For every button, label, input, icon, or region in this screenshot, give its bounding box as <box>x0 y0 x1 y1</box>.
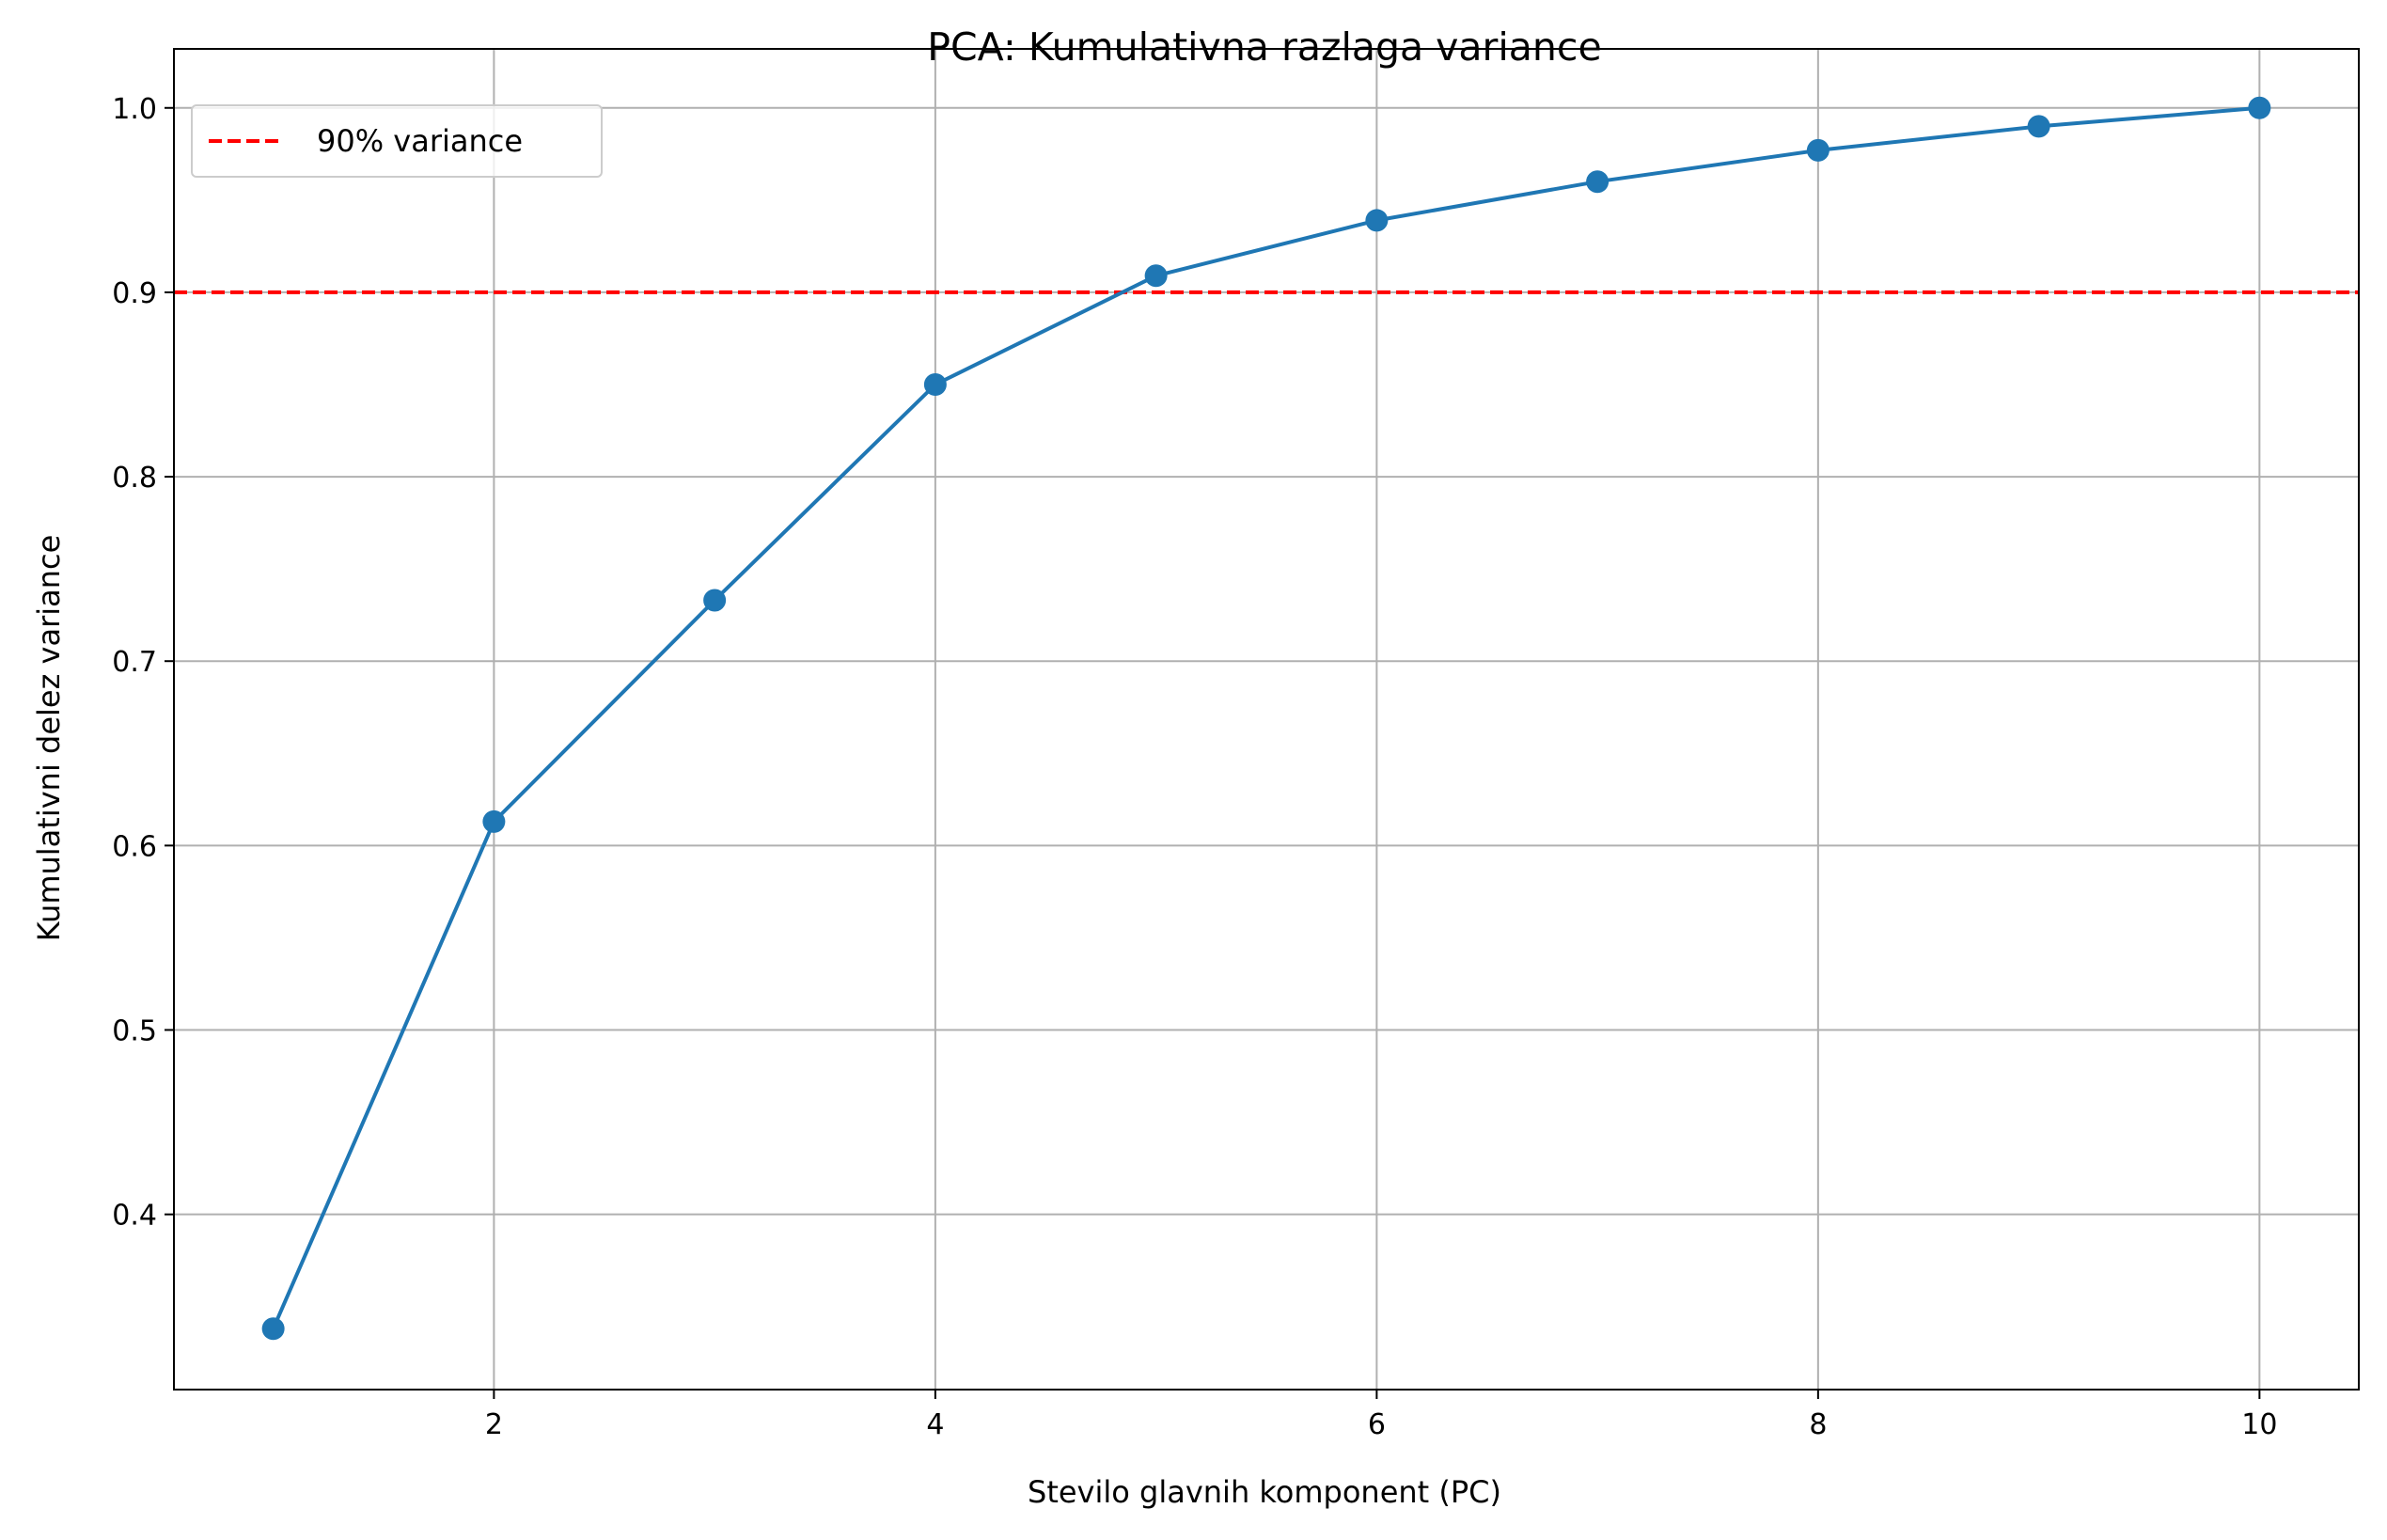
data-point <box>2027 115 2050 138</box>
data-point <box>1806 138 1830 162</box>
data-point <box>482 809 506 833</box>
x-tick-label: 6 <box>1368 1408 1386 1441</box>
y-tick-label: 0.7 <box>112 646 157 679</box>
y-tick-label: 1.0 <box>112 93 157 126</box>
series <box>261 96 2271 1341</box>
chart-title: PCA: Kumulativna razlaga variance <box>927 24 1601 70</box>
legend: 90% variance <box>191 104 603 178</box>
x-axis-title: Stevilo glavnih komponent (PC) <box>1028 1474 1501 1510</box>
plot-frame <box>173 48 2360 1391</box>
ticks: 2 4 6 8 10 0.4 0.5 0.6 0.7 0.8 0.9 1.0 <box>112 93 2277 1441</box>
legend-box <box>191 104 603 178</box>
x-tick-label: 8 <box>1809 1408 1827 1441</box>
y-tick-label: 0.6 <box>112 830 157 863</box>
data-point <box>1365 209 1389 232</box>
y-tick-label: 0.4 <box>112 1200 157 1233</box>
x-tick-label: 2 <box>485 1408 503 1441</box>
y-axis-title: Kumulativni delez variance <box>31 535 67 942</box>
data-point <box>923 372 947 396</box>
series-line <box>271 105 2260 1330</box>
y-tick-label: 0.9 <box>112 277 157 310</box>
x-tick-label: 4 <box>926 1408 944 1441</box>
data-point <box>1586 170 1610 194</box>
data-point <box>261 1317 285 1341</box>
legend-label-90-variance: 90% variance <box>317 123 523 159</box>
x-tick-label: 10 <box>2241 1408 2277 1441</box>
data-point <box>2248 96 2271 119</box>
y-tick-label: 0.5 <box>112 1015 157 1048</box>
data-point <box>1144 264 1168 288</box>
data-point <box>703 589 727 612</box>
y-tick-label: 0.8 <box>112 462 157 495</box>
